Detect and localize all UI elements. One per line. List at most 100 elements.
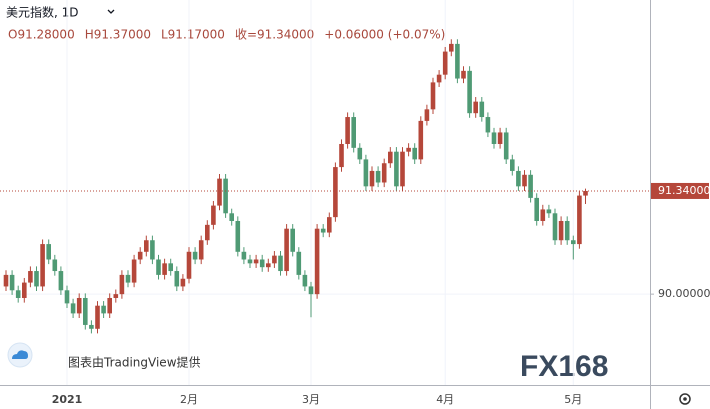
candle-body [510,159,515,171]
candle-body [516,170,521,187]
candle-body [351,117,356,148]
candle-body [455,43,460,79]
legend-value: 收=91.34000 [235,28,314,42]
candle-body [333,167,338,218]
candle-body [241,251,247,260]
candle-body [290,228,295,252]
candle-body [3,274,9,287]
candle-body [302,274,308,287]
candle-body [52,259,58,272]
candle-body [131,259,137,283]
candle-body [15,290,21,298]
candle-body [9,274,15,291]
interval-chevron[interactable] [107,9,115,14]
candle-body [345,117,350,144]
candle-body [339,143,344,168]
candle-body [442,51,448,75]
candle-body [473,101,478,114]
candle-body [266,263,271,268]
legend-value: H91.37000 [85,28,151,42]
candle-body [174,271,180,287]
candle-body [64,290,70,304]
candle-body [168,263,173,272]
candle-body [558,220,564,241]
candle-body [198,240,204,260]
x-tick-label: 4月 [436,393,454,406]
x-tick-label: 2月 [180,393,198,406]
candle-body [137,251,143,260]
candle-body [58,271,64,291]
candle-body [284,228,289,272]
candle-body [308,286,314,295]
candle-body [577,195,582,245]
candle-body [485,117,491,133]
candle-body [144,240,149,252]
candle-body [247,259,253,264]
ohlc-legend: O91.28000 H91.37000 L91.17000 收=91.34000 +0.… [8,28,445,42]
candle-body [418,120,424,160]
candle-body [180,278,186,287]
candle-body [186,251,192,279]
candle-body [320,228,326,233]
candle-body [363,159,369,187]
candle-body [400,151,405,187]
legend-value: O91.28000 [8,28,75,42]
candle-body [369,170,375,187]
candle-body [119,274,125,295]
candle-body [430,82,436,110]
candle-body [497,132,503,144]
candle-body [436,74,442,83]
candle-body [162,263,167,275]
candle-body [28,271,33,283]
x-tick-label: 5月 [564,393,582,406]
candle-body [564,220,570,241]
tv-logo-cloud [12,350,28,359]
candle-body [522,174,527,187]
candle-body [125,274,131,283]
candle-body [491,132,497,144]
candle-body [101,305,106,314]
candle-body [235,220,241,252]
candle-body [381,163,387,183]
candle-body [76,297,82,314]
candle-body [461,70,466,79]
candle-body [571,240,576,245]
candle-body [211,205,216,225]
candle-body [278,255,283,272]
candle-body [375,170,381,183]
candle-body [34,271,39,287]
watermark: 图表由TradingView提供 [68,355,201,370]
candle-body [113,294,119,298]
candle-body [89,324,94,329]
candle-body [83,297,88,325]
candle-body [107,297,112,314]
legend-value: +0.06000 (+0.07%) [324,28,445,42]
candle-body [546,209,552,214]
candle-body [253,259,259,264]
candle-body [272,255,277,264]
candle-body [296,251,302,275]
candle-body [259,259,265,268]
candle-body [70,303,76,314]
settings-gear-center [683,397,687,401]
candle-body [95,305,100,329]
candle-body [424,109,430,121]
x-tick-label: 2021 [52,393,83,406]
candle-body [412,147,417,160]
x-tick-label: 3月 [302,393,320,406]
last-price-label: 91.34000 [658,184,710,197]
candle-body [192,251,198,260]
candle-body [388,151,393,164]
candle-body [449,43,454,52]
last-price-tag [651,182,709,199]
y-tick-label: 90.00000 [658,287,710,300]
settings-gear[interactable] [679,393,691,405]
candle-body [150,240,155,260]
symbol-title[interactable]: 美元指数, 1D [6,5,79,20]
candle-body [528,174,533,198]
candle-body [223,178,228,214]
logo: FX168 [520,350,608,383]
candle-body [552,213,558,241]
candle-body [540,209,546,221]
